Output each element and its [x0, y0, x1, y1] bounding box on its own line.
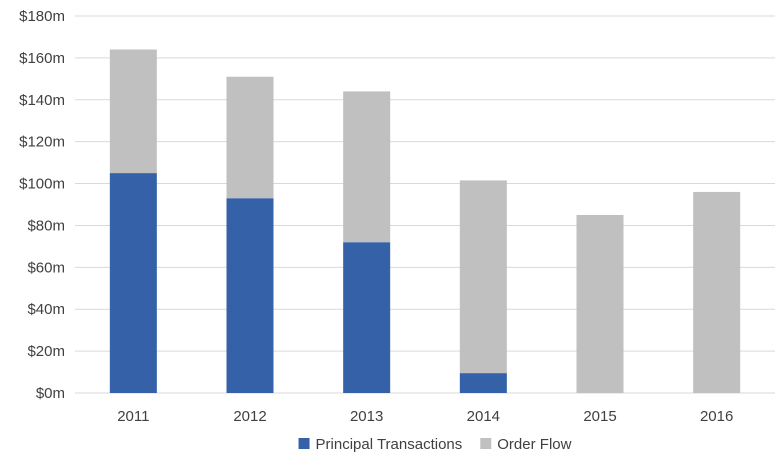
bar-segment-order-flow	[459, 180, 507, 374]
legend-swatch	[298, 438, 310, 449]
bars	[109, 49, 741, 393]
legend-item-order-flow: Order Flow	[480, 436, 572, 453]
gridlines	[75, 15, 775, 394]
x-tick-label: 2015	[583, 408, 616, 425]
x-tick-label: 2012	[233, 408, 266, 425]
bar-segment-order-flow	[343, 91, 391, 243]
bar-segment-principal-transactions	[459, 373, 507, 393]
y-axis-tick-labels: $0m $20m $40m $60m $80m $100m $120m $140m $160m $…	[19, 8, 65, 402]
legend: Principal Transactions Order Flow	[298, 436, 572, 453]
bar-segment-order-flow	[576, 214, 624, 393]
y-tick-label: $60m	[27, 259, 65, 276]
x-tick-label: 2014	[467, 408, 500, 425]
y-tick-label: $0m	[36, 385, 65, 402]
y-tick-label: $180m	[19, 8, 65, 25]
bar-segment-principal-transactions	[226, 198, 274, 393]
bar-segment-order-flow	[226, 76, 274, 199]
y-tick-label: $120m	[19, 134, 65, 151]
x-tick-label: 2013	[350, 408, 383, 425]
x-tick-label: 2011	[117, 408, 149, 425]
x-axis-tick-labels: 2011 2012 2013 2014 2015 2016	[117, 408, 733, 425]
y-tick-label: $80m	[27, 217, 65, 234]
bar-segment-order-flow	[693, 191, 741, 393]
y-tick-label: $160m	[19, 50, 65, 67]
y-tick-label: $40m	[27, 301, 65, 318]
bar-segment-principal-transactions	[343, 242, 391, 393]
legend-label: Order Flow	[497, 436, 571, 453]
bar-segment-principal-transactions	[109, 173, 157, 393]
x-tick-label: 2016	[700, 408, 733, 425]
y-tick-label: $140m	[19, 92, 65, 109]
bar-segment-order-flow	[109, 49, 157, 174]
y-tick-label: $100m	[19, 176, 65, 193]
y-tick-label: $20m	[27, 343, 65, 360]
legend-label: Principal Transactions	[316, 436, 463, 453]
legend-item-principal-transactions: Principal Transactions	[298, 436, 463, 453]
legend-swatch	[480, 438, 492, 449]
